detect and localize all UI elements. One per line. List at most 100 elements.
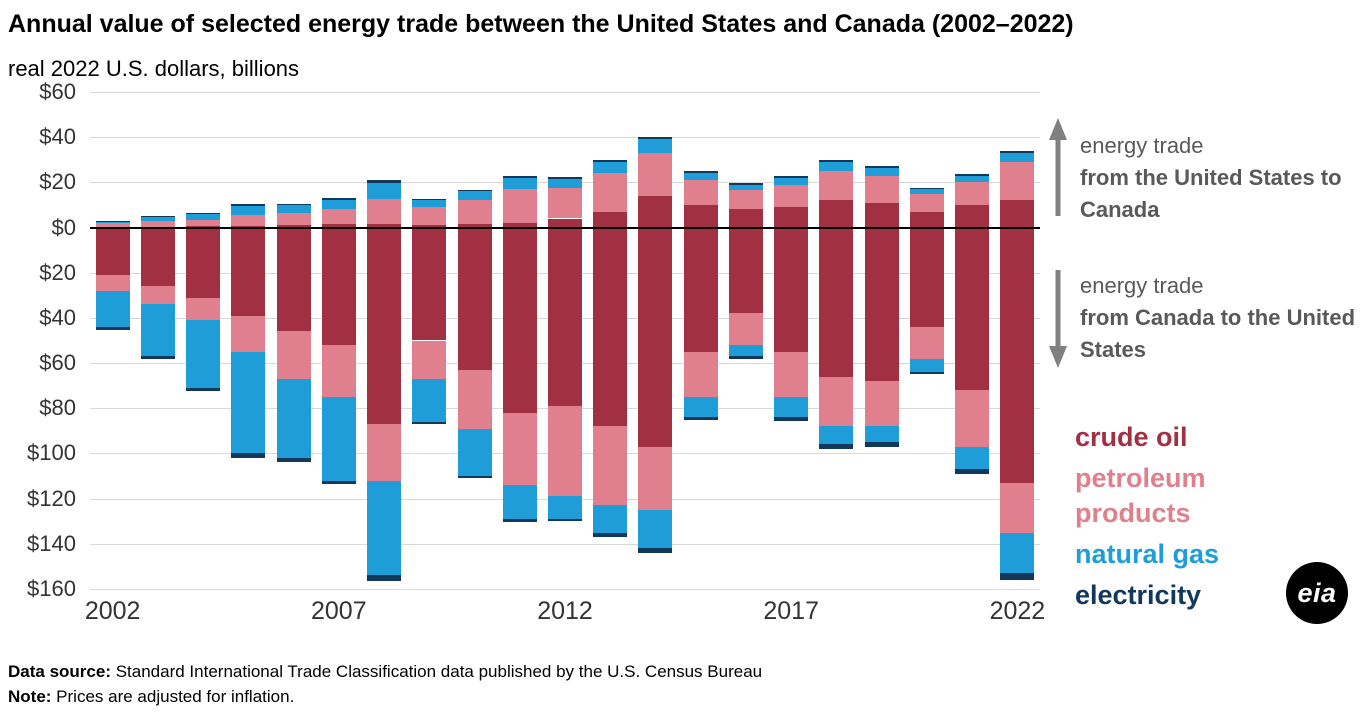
bar-segment-export-crude-oil	[864, 202, 899, 228]
bar-segment-import-crude-oil	[321, 227, 356, 345]
bar-segment-export-electricity	[819, 159, 854, 163]
x-tick-label: 2002	[84, 597, 141, 625]
bar-segment-export-natural-gas	[548, 178, 582, 188]
bar-segment-import-petroleum-products	[1000, 482, 1035, 533]
bar-segment-export-petroleum-products	[140, 221, 175, 227]
bar-segment-import-petroleum-products	[548, 406, 582, 497]
bar-segment-import-petroleum-products	[321, 345, 356, 397]
bar-segment-export-natural-gas	[728, 184, 763, 191]
legend-item-natural-gas: natural gas	[1075, 539, 1220, 570]
bar-segment-export-natural-gas	[321, 200, 356, 210]
gridline	[90, 543, 1040, 545]
legend-item-electricity: electricity	[1075, 580, 1202, 611]
bar-segment-export-electricity	[909, 187, 944, 190]
bar-segment-export-petroleum-products	[683, 180, 718, 205]
bar-segment-export-crude-oil	[367, 224, 402, 228]
import-annotation-bold: from Canada to the United States	[1080, 304, 1356, 362]
plot-area	[90, 92, 1040, 590]
bar-segment-import-natural-gas	[186, 320, 221, 388]
bar-segment-import-electricity	[1000, 573, 1035, 580]
bar-segment-import-natural-gas	[683, 396, 718, 418]
y-axis: $60 $40 $20 $0 $20 $40 $60 $80 $100 $120 $140 $160	[0, 79, 80, 601]
bar-segment-export-petroleum-products	[819, 171, 854, 201]
bar-segment-import-petroleum-products	[231, 315, 266, 352]
x-tick-label: 2012	[537, 597, 593, 625]
bar-segment-import-natural-gas	[276, 378, 311, 458]
bar-segment-export-petroleum-products	[186, 219, 221, 227]
bar-segment-import-electricity	[819, 444, 854, 449]
bar-segment-import-crude-oil	[728, 227, 763, 314]
bar-segment-import-petroleum-products	[457, 369, 492, 429]
bar-segment-import-electricity	[548, 518, 582, 522]
gridline	[90, 137, 1040, 139]
x-tick-label: 2022	[989, 597, 1046, 625]
export-annotation: energy trade from the United States to C…	[1080, 130, 1360, 226]
bar-segment-import-crude-oil	[412, 227, 447, 341]
bar-segment-import-natural-gas	[864, 426, 899, 443]
y-tick-label: $80	[39, 395, 76, 421]
bar-segment-export-crude-oil	[412, 225, 447, 228]
bar-segment-export-crude-oil	[819, 200, 854, 228]
bar-segment-import-petroleum-products	[593, 426, 628, 506]
x-tick-label: 2017	[763, 597, 819, 625]
bar-segment-import-electricity	[774, 417, 809, 421]
bar-segment-export-crude-oil	[457, 224, 492, 228]
bar-segment-import-crude-oil	[231, 227, 266, 316]
bar-segment-import-natural-gas	[774, 396, 809, 418]
y-tick-label: $40	[39, 304, 76, 330]
bar-segment-import-petroleum-products	[186, 297, 221, 321]
bar-segment-export-natural-gas	[140, 216, 175, 222]
bar-segment-export-natural-gas	[864, 167, 899, 176]
bar-segment-import-crude-oil	[276, 227, 311, 332]
bar-segment-export-electricity	[412, 199, 447, 201]
bar-segment-import-crude-oil	[140, 227, 175, 287]
bar-segment-export-electricity	[502, 175, 537, 178]
bar-segment-import-crude-oil	[1000, 227, 1035, 483]
bar-segment-import-crude-oil	[774, 227, 809, 352]
note-line: Note: Prices are adjusted for inflation.	[8, 685, 762, 710]
bar-segment-export-natural-gas	[412, 200, 447, 208]
bar-segment-export-natural-gas	[231, 206, 266, 216]
bar-segment-import-electricity	[683, 417, 718, 420]
data-source-label: Data source:	[8, 662, 111, 681]
bar-segment-export-electricity	[728, 182, 763, 185]
bar-segment-import-electricity	[457, 476, 492, 479]
bar-segment-import-petroleum-products	[276, 331, 311, 379]
bar-segment-import-electricity	[728, 356, 763, 359]
bar-segment-export-electricity	[321, 198, 356, 201]
bar-segment-export-electricity	[548, 177, 582, 179]
bar-segment-export-crude-oil	[683, 204, 718, 228]
bar-segment-export-petroleum-products	[502, 189, 537, 224]
series-legend: crude oil petroleum products natural gas el…	[1075, 420, 1315, 619]
bar-segment-export-natural-gas	[276, 204, 311, 213]
bar-segment-import-electricity	[593, 532, 628, 538]
bar-segment-import-natural-gas	[412, 378, 447, 422]
bar-segment-import-petroleum-products	[774, 351, 809, 397]
gridline	[90, 92, 1040, 93]
import-annotation-plain: energy trade	[1080, 273, 1204, 298]
bar-segment-import-crude-oil	[819, 227, 854, 377]
bar-segment-import-crude-oil	[909, 227, 944, 327]
bar-segment-export-petroleum-products	[774, 184, 809, 208]
bar-segment-export-electricity	[683, 171, 718, 174]
bar-segment-import-petroleum-products	[638, 446, 673, 510]
down-arrow-icon	[1049, 270, 1067, 368]
bar-segment-export-crude-oil	[774, 207, 809, 228]
bar-segment-export-natural-gas	[186, 213, 221, 220]
bar-segment-import-electricity	[864, 442, 899, 447]
bar-segment-import-crude-oil	[367, 227, 402, 425]
bar-segment-export-crude-oil	[728, 209, 763, 228]
bar-segment-import-electricity	[231, 453, 266, 458]
bar-segment-export-electricity	[638, 137, 673, 140]
bar-segment-import-natural-gas	[321, 396, 356, 481]
bar-segment-import-natural-gas	[728, 345, 763, 357]
bar-segment-import-electricity	[367, 575, 402, 582]
chart-subtitle: real 2022 U.S. dollars, billions	[8, 56, 300, 81]
bar-segment-export-petroleum-products	[412, 207, 447, 226]
bar-segment-import-natural-gas	[140, 304, 175, 357]
bar-segment-import-petroleum-products	[909, 326, 944, 359]
bar-segment-export-petroleum-products	[638, 152, 673, 196]
bar-segment-import-natural-gas	[231, 351, 266, 454]
bar-segment-import-natural-gas	[548, 496, 582, 519]
